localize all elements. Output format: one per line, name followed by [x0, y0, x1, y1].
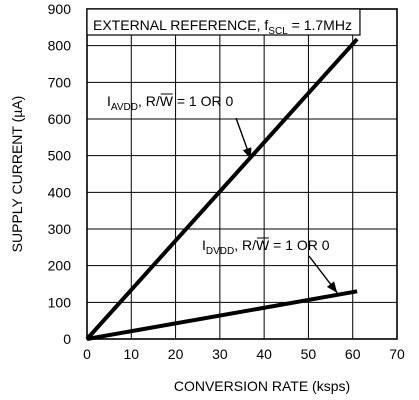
avdd-series-label: IAVDD, R/W = 1 OR 0: [107, 93, 233, 113]
x-tick-label: 70: [389, 346, 405, 362]
arrow-head: [326, 281, 338, 293]
x-axis-label: CONVERSION RATE (ksps): [174, 378, 350, 394]
series-line-avdd: [85, 37, 359, 341]
arrow-head: [242, 147, 252, 160]
y-tick-label: 400: [48, 184, 72, 200]
x-tick-label: 40: [256, 346, 272, 362]
y-tick-label: 900: [48, 1, 72, 17]
x-tick-label: 30: [212, 346, 228, 362]
x-tick-label: 60: [345, 346, 361, 362]
y-tick-label: 200: [48, 258, 72, 274]
condition-label: EXTERNAL REFERENCE, fSCL = 1.7MHz: [93, 17, 352, 37]
x-tick-label: 20: [168, 346, 184, 362]
dvdd-arrow: [308, 255, 338, 294]
y-axis-label: SUPPLY CURRENT (µA): [9, 96, 25, 253]
series-line-dvdd: [86, 289, 358, 341]
y-tick-label: 300: [48, 221, 72, 237]
y-tick-label: 700: [48, 74, 72, 90]
dvdd-series-label: IDVDD, R/W = 1 OR 0: [202, 237, 330, 257]
x-tick-label: 10: [123, 346, 139, 362]
x-axis-ticks: 0 10 20 30 40 50 60 70: [83, 346, 405, 362]
x-tick-label: 50: [301, 346, 317, 362]
condition-box: [86, 8, 361, 36]
y-tick-label: 0: [63, 331, 71, 347]
y-axis-ticks: 0 100 200 300 400 500 600 700 800 900: [48, 1, 72, 347]
y-tick-label: 800: [48, 38, 72, 54]
y-tick-label: 500: [48, 148, 72, 164]
y-tick-label: 600: [48, 111, 72, 127]
avdd-arrow: [235, 117, 252, 160]
series-lines: [85, 37, 359, 341]
x-tick-label: 0: [83, 346, 91, 362]
y-tick-label: 100: [48, 294, 72, 310]
